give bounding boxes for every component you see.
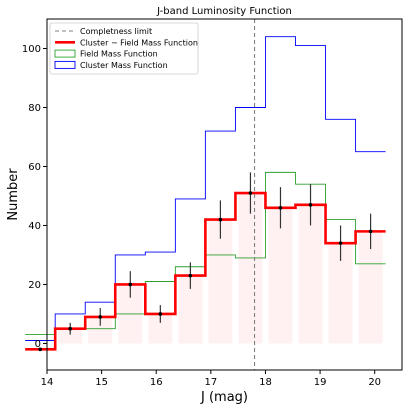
data-point — [278, 205, 283, 210]
shaded-bar — [268, 207, 293, 344]
shaded-bar — [208, 219, 233, 344]
x-tick-label: 14 — [41, 377, 54, 388]
data-point — [308, 203, 313, 207]
error-bars-group — [38, 172, 373, 352]
data-point — [98, 315, 103, 319]
plot-frame — [46, 18, 403, 371]
legend-label: Cluster − Field Mass Function — [80, 38, 198, 47]
legend-swatch — [54, 60, 76, 69]
legend-box — [49, 22, 199, 75]
x-tick-label: 19 — [314, 377, 327, 388]
axes-group: 14 15 16 17 18 19 20 0 20 40 60 80 100 — [22, 18, 403, 388]
y-tick-label: 20 — [28, 280, 41, 291]
data-point — [188, 273, 193, 278]
series-step-0 — [25, 191, 386, 351]
data-point — [68, 326, 73, 331]
data-point — [38, 347, 42, 352]
x-tick-label: 16 — [150, 377, 163, 388]
legend-label: Field Mass Function — [80, 50, 158, 59]
series-steps-group — [25, 36, 386, 351]
shaded-bar — [298, 204, 323, 344]
data-point — [338, 241, 343, 245]
x-tick-label: 15 — [95, 377, 108, 388]
legend-label: Cluster Mass Function — [80, 61, 168, 70]
shaded-bar — [58, 328, 83, 344]
x-tick-label: 18 — [259, 377, 272, 388]
x-tick-label: 17 — [204, 377, 217, 388]
y-tick-label: 40 — [28, 221, 41, 232]
legend: Completness limit Cluster − Field Mass Fu… — [49, 22, 199, 75]
data-point — [218, 217, 223, 222]
y-tick-label: 60 — [28, 162, 41, 173]
chart-title: J-band Luminosity Function — [156, 6, 292, 17]
x-tick-label: 20 — [368, 377, 381, 388]
y-tick-label: 100 — [22, 44, 41, 55]
data-point — [128, 282, 133, 287]
legend-swatch — [54, 49, 76, 58]
y-axis-title: Number — [6, 168, 21, 221]
y-tick-label: 0 — [35, 339, 41, 350]
legend-label: Completness limit — [80, 27, 152, 36]
y-tick-label: 80 — [28, 103, 41, 114]
data-point — [248, 191, 253, 195]
series-step-2 — [25, 36, 386, 341]
shaded-bar — [358, 231, 383, 344]
x-axis-title: J (mag) — [200, 390, 248, 405]
data-point — [368, 229, 373, 234]
shaded-bar — [238, 193, 263, 344]
data-point — [158, 312, 163, 316]
